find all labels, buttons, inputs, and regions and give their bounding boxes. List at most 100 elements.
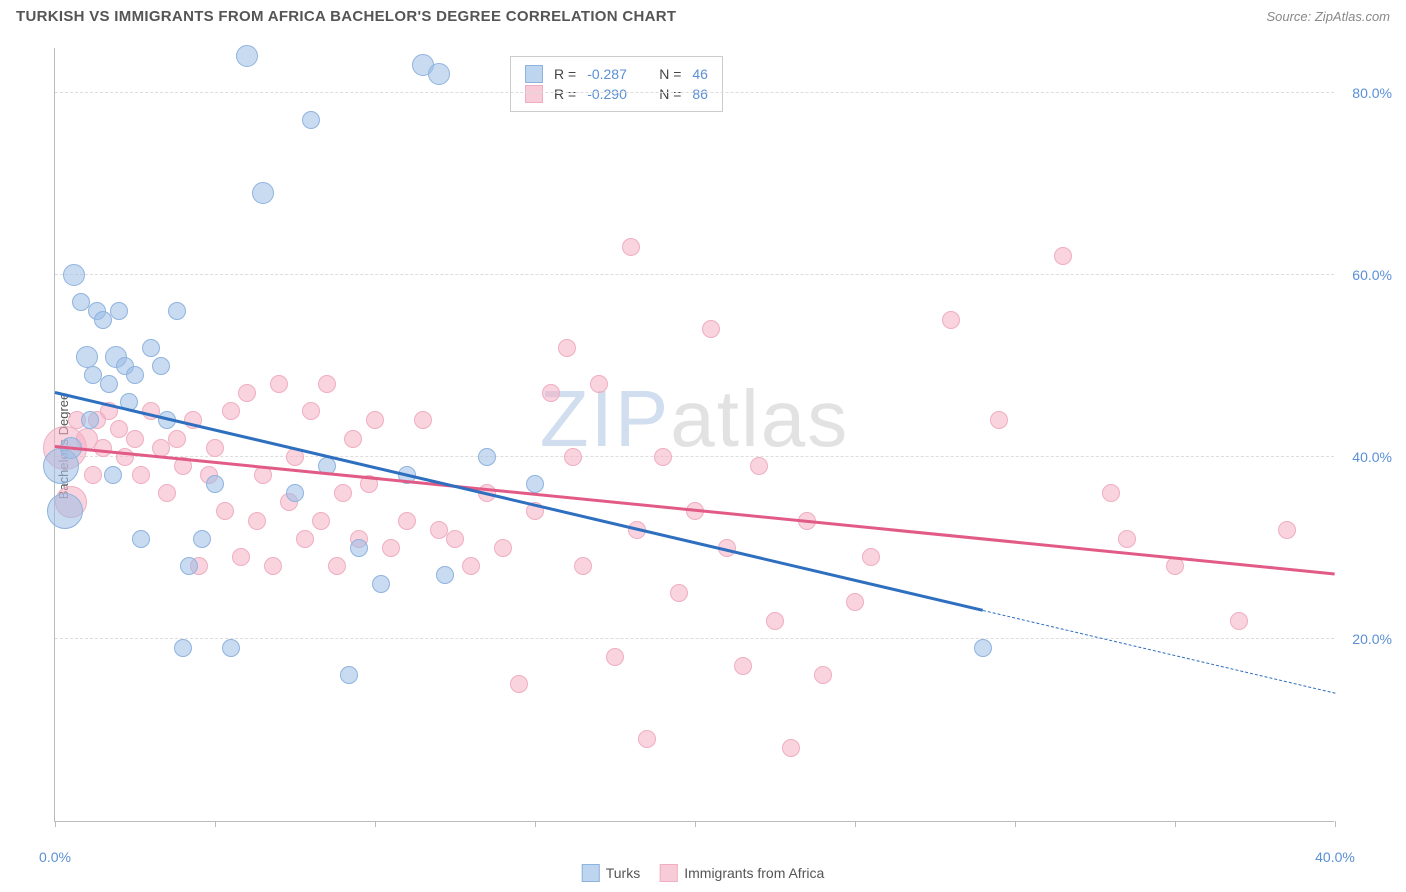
africa-point	[564, 448, 582, 466]
africa-point	[446, 530, 464, 548]
stats-row-turks: R =-0.287 N =46	[525, 65, 708, 83]
africa-point	[206, 439, 224, 457]
x-tick	[375, 821, 376, 827]
africa-point	[862, 548, 880, 566]
africa-point	[158, 484, 176, 502]
y-tick-label: 60.0%	[1352, 267, 1392, 283]
turks-point	[174, 639, 192, 657]
x-tick	[1175, 821, 1176, 827]
africa-point	[302, 402, 320, 420]
africa-point	[248, 512, 266, 530]
africa-point	[622, 238, 640, 256]
turks-point	[302, 111, 320, 129]
africa-point	[222, 402, 240, 420]
x-tick	[215, 821, 216, 827]
x-tick	[535, 821, 536, 827]
turks-swatch-icon	[525, 65, 543, 83]
turks-point	[428, 63, 450, 85]
africa-point	[366, 411, 384, 429]
legend-label: Turks	[606, 865, 640, 881]
africa-point	[1118, 530, 1136, 548]
africa-point	[126, 430, 144, 448]
turks-point	[100, 375, 118, 393]
turks-point	[47, 493, 83, 529]
turks-point	[974, 639, 992, 657]
turks-point	[76, 346, 98, 368]
africa-point	[654, 448, 672, 466]
gridline	[55, 456, 1334, 457]
y-tick-label: 80.0%	[1352, 85, 1392, 101]
africa-point	[328, 557, 346, 575]
africa-point	[990, 411, 1008, 429]
turks-point	[193, 530, 211, 548]
africa-point	[270, 375, 288, 393]
turks-point	[206, 475, 224, 493]
x-tick	[695, 821, 696, 827]
turks-point	[81, 411, 99, 429]
africa-point	[494, 539, 512, 557]
africa-point	[574, 557, 592, 575]
turks-swatch-icon	[582, 864, 600, 882]
legend-label: Immigrants from Africa	[684, 865, 824, 881]
y-tick-label: 40.0%	[1352, 449, 1392, 465]
africa-point	[132, 466, 150, 484]
turks-point	[222, 639, 240, 657]
africa-point	[942, 311, 960, 329]
turks-point	[152, 357, 170, 375]
stats-row-africa: R =-0.290 N =86	[525, 85, 708, 103]
source-label: Source: ZipAtlas.com	[1266, 9, 1390, 24]
africa-point	[94, 439, 112, 457]
legend-item-turks: Turks	[582, 864, 640, 882]
gridline	[55, 92, 1334, 93]
africa-point	[84, 466, 102, 484]
africa-point	[296, 530, 314, 548]
turks-point	[63, 264, 85, 286]
turks-point	[180, 557, 198, 575]
africa-point	[334, 484, 352, 502]
turks-point	[350, 539, 368, 557]
turks-point	[110, 302, 128, 320]
africa-point	[168, 430, 186, 448]
africa-point	[510, 675, 528, 693]
africa-point	[638, 730, 656, 748]
turks-point	[104, 466, 122, 484]
turks-point	[340, 666, 358, 684]
africa-point	[232, 548, 250, 566]
watermark: ZIPatlas	[540, 373, 849, 465]
africa-point	[542, 384, 560, 402]
turks-point	[236, 45, 258, 67]
turks-point	[94, 311, 112, 329]
x-tick	[1015, 821, 1016, 827]
africa-point	[750, 457, 768, 475]
turks-point	[526, 475, 544, 493]
turks-point	[436, 566, 454, 584]
africa-swatch-icon	[525, 85, 543, 103]
turks-point	[286, 484, 304, 502]
turks-trendline	[983, 610, 1335, 694]
africa-point	[558, 339, 576, 357]
x-tick-label: 0.0%	[39, 849, 71, 865]
scatter-plot: ZIPatlas R =-0.287 N =46 R =-0.290 N =86…	[54, 48, 1334, 822]
africa-point	[670, 584, 688, 602]
africa-point	[846, 593, 864, 611]
africa-point	[238, 384, 256, 402]
gridline	[55, 638, 1334, 639]
gridline	[55, 274, 1334, 275]
africa-point	[1054, 247, 1072, 265]
africa-swatch-icon	[660, 864, 678, 882]
africa-point	[312, 512, 330, 530]
x-tick	[855, 821, 856, 827]
x-tick-label: 40.0%	[1315, 849, 1355, 865]
x-tick	[55, 821, 56, 827]
africa-point	[264, 557, 282, 575]
africa-point	[590, 375, 608, 393]
africa-point	[1102, 484, 1120, 502]
africa-point	[702, 320, 720, 338]
y-tick-label: 20.0%	[1352, 631, 1392, 647]
turks-point	[478, 448, 496, 466]
africa-point	[344, 430, 362, 448]
turks-point	[372, 575, 390, 593]
legend-item-africa: Immigrants from Africa	[660, 864, 824, 882]
africa-point	[382, 539, 400, 557]
africa-point	[1278, 521, 1296, 539]
